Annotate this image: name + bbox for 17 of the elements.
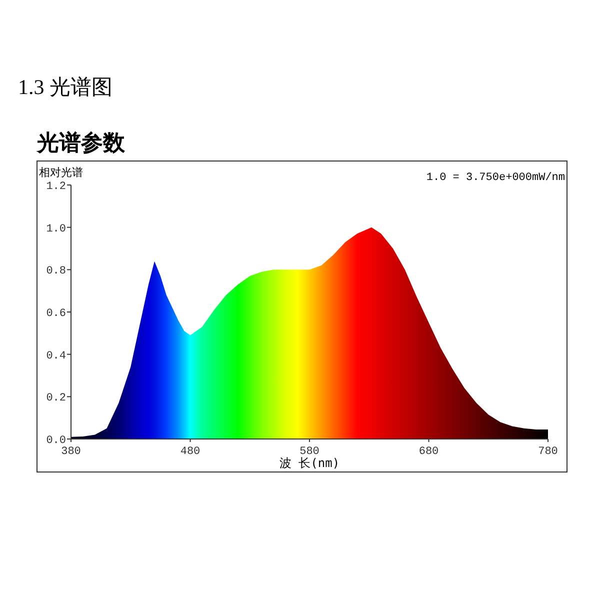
x-tick-label: 580 xyxy=(300,446,320,458)
y-tick-label: 1.0 xyxy=(46,223,66,236)
text: 1.0 = 3.750e+000mW/nm xyxy=(426,172,566,184)
y-tick-label: 0.8 xyxy=(46,266,66,278)
x-tick-label: 680 xyxy=(418,446,439,458)
x-tick-label: 780 xyxy=(538,446,558,458)
y-tick-label: 0.6 xyxy=(46,308,66,320)
chart-title: 1.3 光谱图 xyxy=(18,75,112,99)
y-axis-title: 相对光谱 xyxy=(39,166,83,179)
y-tick-label: 0.0 xyxy=(46,435,66,447)
x-tick-label: 380 xyxy=(61,446,81,458)
x-axis-title: 波 长(nm) xyxy=(279,456,340,470)
y-tick-label: 0.4 xyxy=(46,350,66,362)
chart-subtitle: 光谱参数 xyxy=(36,130,126,156)
x-tick-label: 480 xyxy=(180,446,200,458)
y-tick-label: 0.2 xyxy=(46,392,66,405)
y-tick-label: 1.2 xyxy=(46,181,66,193)
